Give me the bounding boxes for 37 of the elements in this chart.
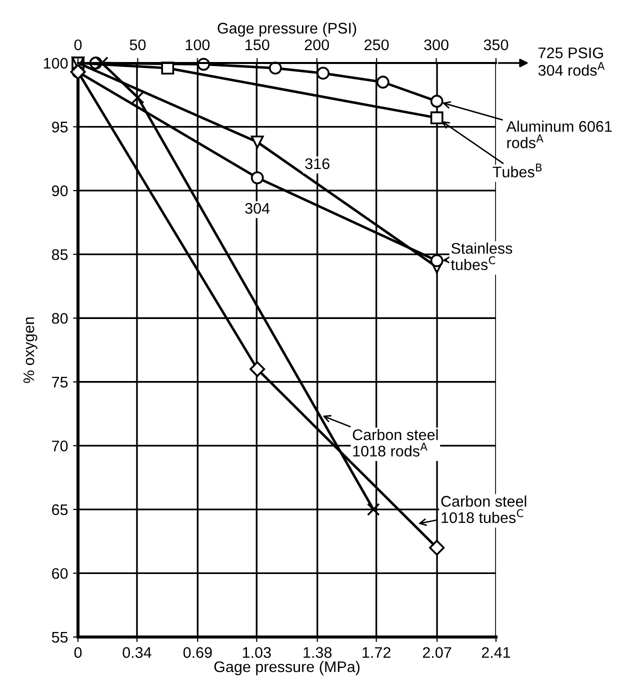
x2-axis-title: Gage pressure (PSI) — [218, 22, 356, 37]
x-tick-label: 2.07 — [422, 647, 452, 658]
x2-tick-label: 150 — [246, 39, 270, 50]
x2-tick-label: 300 — [424, 39, 448, 50]
x-tick-label: 1.03 — [242, 647, 271, 658]
x2-tick-label: 100 — [186, 39, 210, 50]
annotation: Stainless tubes$^{C}$ — [450, 242, 512, 270]
y-tick-label: 75 — [52, 376, 68, 388]
annotation: Carbon steel 1018 rods$^{A}$ — [352, 428, 438, 457]
x-tick-label: 2.41 — [482, 647, 510, 658]
y-tick-label: 70 — [52, 440, 68, 452]
annotation: 304 — [245, 202, 270, 214]
y-tick-label: 95 — [52, 122, 68, 132]
y-tick-label: 65 — [52, 504, 68, 516]
text: 725 PSIG 304 rods$^{A}$ — [538, 48, 605, 76]
y-tick-label: 90 — [52, 185, 68, 196]
x-axis-title: Gage pressure (MPa) — [214, 660, 360, 676]
x2-tick-label: 250 — [364, 39, 389, 50]
x2-tick-label: 350 — [484, 39, 508, 50]
x-tick-label: 0 — [74, 647, 82, 658]
annotation: 316 — [305, 158, 330, 170]
y-tick-label: 100 — [44, 58, 68, 69]
annotation: Aluminum 6061 rods$^{A}$ — [506, 120, 612, 148]
x2-tick-label: 200 — [304, 39, 330, 50]
x-tick-label: 0.69 — [183, 647, 212, 658]
y-axis-title: % oxygen — [23, 317, 38, 383]
x2-tick-label: 50 — [130, 39, 146, 50]
x-tick-label: 0.34 — [122, 647, 152, 658]
annotation: Carbon steel 1018 tubes$^{C}$ — [441, 496, 526, 524]
y-tick-label: 55 — [52, 632, 68, 643]
annotation: Tubes$^{B}$ — [492, 164, 542, 178]
y-tick-label: 85 — [52, 249, 68, 260]
x-tick-label: 1.72 — [362, 647, 390, 658]
y-tick-label: 80 — [52, 312, 68, 324]
y-tick-label: 60 — [52, 568, 68, 579]
x-tick-label: 1.38 — [304, 647, 332, 658]
x2-tick-label: 0 — [74, 39, 82, 50]
